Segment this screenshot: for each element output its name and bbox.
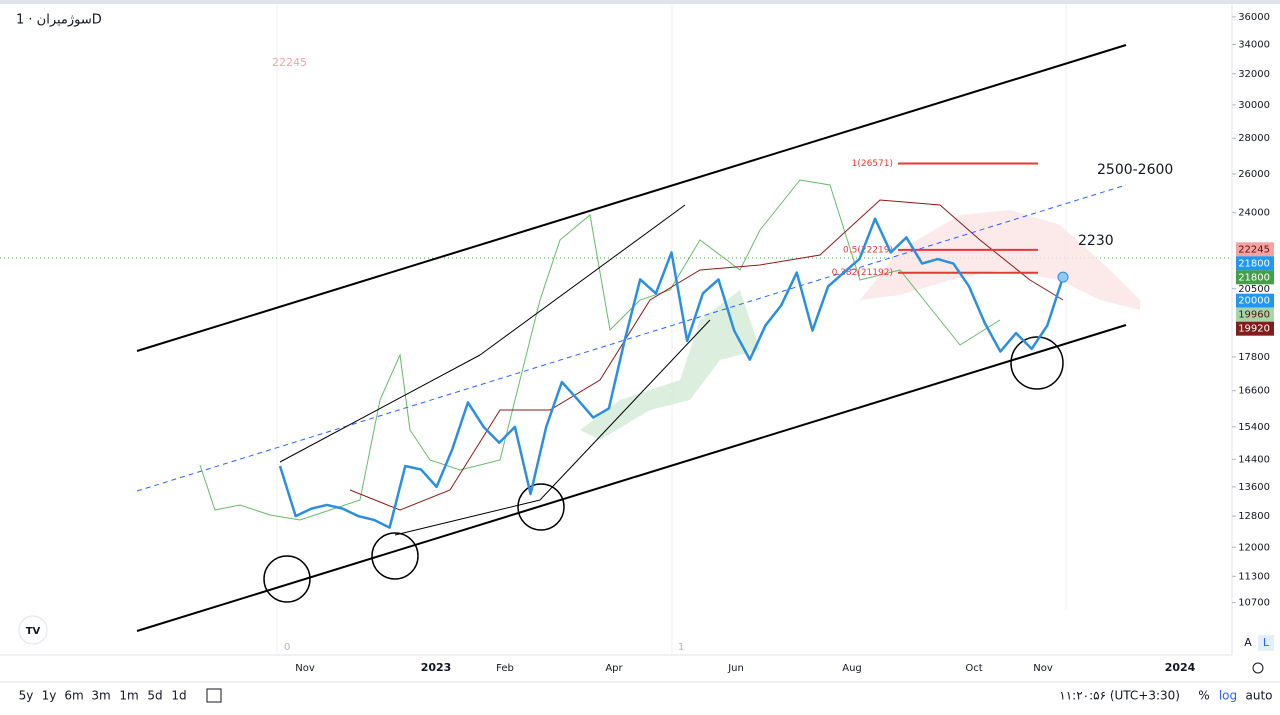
log-toggle[interactable]: log [1219, 689, 1237, 703]
x-tick-label: Nov [295, 663, 315, 674]
x-tick-label: 2024 [1165, 661, 1196, 674]
x-tick-label: 2023 [421, 661, 452, 674]
l-button[interactable]: L [1263, 636, 1270, 649]
x-tick-label: Nov [1033, 663, 1053, 674]
price-tag-label: 21800 [1238, 272, 1270, 283]
cloud [860, 210, 1140, 310]
annotation: 1 [678, 642, 684, 653]
x-tick-label: Oct [965, 663, 982, 674]
annotation: 0 [284, 642, 290, 653]
y-tick-label: 28000 [1238, 133, 1270, 144]
range-button[interactable]: 1d [171, 689, 186, 703]
range-button[interactable]: 5d [147, 689, 162, 703]
y-tick-label: 26000 [1238, 169, 1270, 180]
highlight-circle [263, 555, 311, 603]
y-tick-label: 10700 [1238, 598, 1270, 609]
y-tick-label: 11300 [1238, 571, 1270, 582]
y-tick-label: 30000 [1238, 100, 1270, 111]
base-line [349, 199, 1064, 511]
x-tick-label: Aug [842, 663, 862, 674]
price-tag [1236, 321, 1274, 336]
lagging-span [199, 179, 1001, 521]
auto-toggle[interactable]: auto [1245, 689, 1272, 703]
highlight-circle [371, 532, 419, 580]
y-tick-label: 13600 [1238, 482, 1270, 493]
settings-icon[interactable] [1252, 662, 1264, 674]
range-button[interactable]: 1m [119, 689, 138, 703]
range-button[interactable]: 6m [64, 689, 83, 703]
l-button-bg[interactable] [1258, 635, 1274, 651]
fib-label: 0.5(22219) [843, 245, 893, 255]
x-tick-label: Feb [496, 663, 514, 674]
calendar-icon[interactable] [206, 688, 222, 703]
y-tick-label: 12800 [1238, 511, 1270, 522]
fib-label: 0.382(21192) [832, 268, 893, 278]
price-tag-label: 19960 [1238, 310, 1270, 321]
top-border [0, 0, 1280, 4]
annotation: 22245 [272, 56, 307, 69]
price-tag-label: 19920 [1238, 324, 1270, 335]
range-button[interactable]: 1y [42, 689, 57, 703]
y-tick-label: 24000 [1238, 208, 1270, 219]
clock: ۱۱:۲۰:۵۶ (UTC+3:30) [1059, 689, 1180, 703]
logo: TV [18, 615, 48, 645]
last-price-dot [1057, 271, 1069, 283]
range-button[interactable]: 3m [91, 689, 110, 703]
cloud [580, 290, 760, 440]
highlight-circle [517, 483, 565, 531]
y-tick-label: 32000 [1238, 69, 1270, 80]
price-tag [1236, 242, 1274, 257]
x-tick-label: Apr [605, 663, 623, 674]
y-tick-label: 34000 [1238, 40, 1270, 51]
highlight-circle [1010, 336, 1064, 390]
price-tag [1236, 270, 1274, 285]
y-tick-label: 20500 [1238, 284, 1270, 295]
chart-title: سوژمیران · 1D [16, 13, 102, 28]
trendline [539, 319, 711, 501]
y-tick-label: 36000 [1238, 12, 1270, 23]
y-tick-label: 17800 [1238, 352, 1270, 363]
price-tag-label: 20000 [1238, 296, 1270, 307]
svg-text:TV: TV [26, 626, 41, 637]
price-tag-label: 22245 [1238, 244, 1270, 255]
price-tag [1236, 293, 1274, 308]
price-tag [1236, 307, 1274, 322]
y-tick-label: 14400 [1238, 454, 1270, 465]
channel-top [136, 44, 1127, 352]
x-tick-label: Jun [727, 663, 744, 674]
y-tick-label: 16600 [1238, 386, 1270, 397]
channel-mid [136, 184, 1127, 492]
price-line [278, 217, 1065, 529]
price-tag [1236, 256, 1274, 271]
annotation: 2500-2600 [1097, 162, 1173, 178]
trendline [394, 499, 541, 536]
y-tick-label: 15400 [1238, 422, 1270, 433]
trendline [279, 354, 481, 463]
annotation: 2230 [1078, 233, 1114, 249]
trendline [479, 204, 686, 356]
percent-toggle[interactable]: % [1198, 689, 1209, 703]
channel-bottom [136, 324, 1127, 632]
a-button[interactable]: A [1244, 636, 1252, 649]
range-button[interactable]: 5y [19, 689, 34, 703]
price-tag-label: 21800 [1238, 258, 1270, 269]
fib-label: 1(26571) [852, 159, 893, 169]
y-tick-label: 12000 [1238, 542, 1270, 553]
